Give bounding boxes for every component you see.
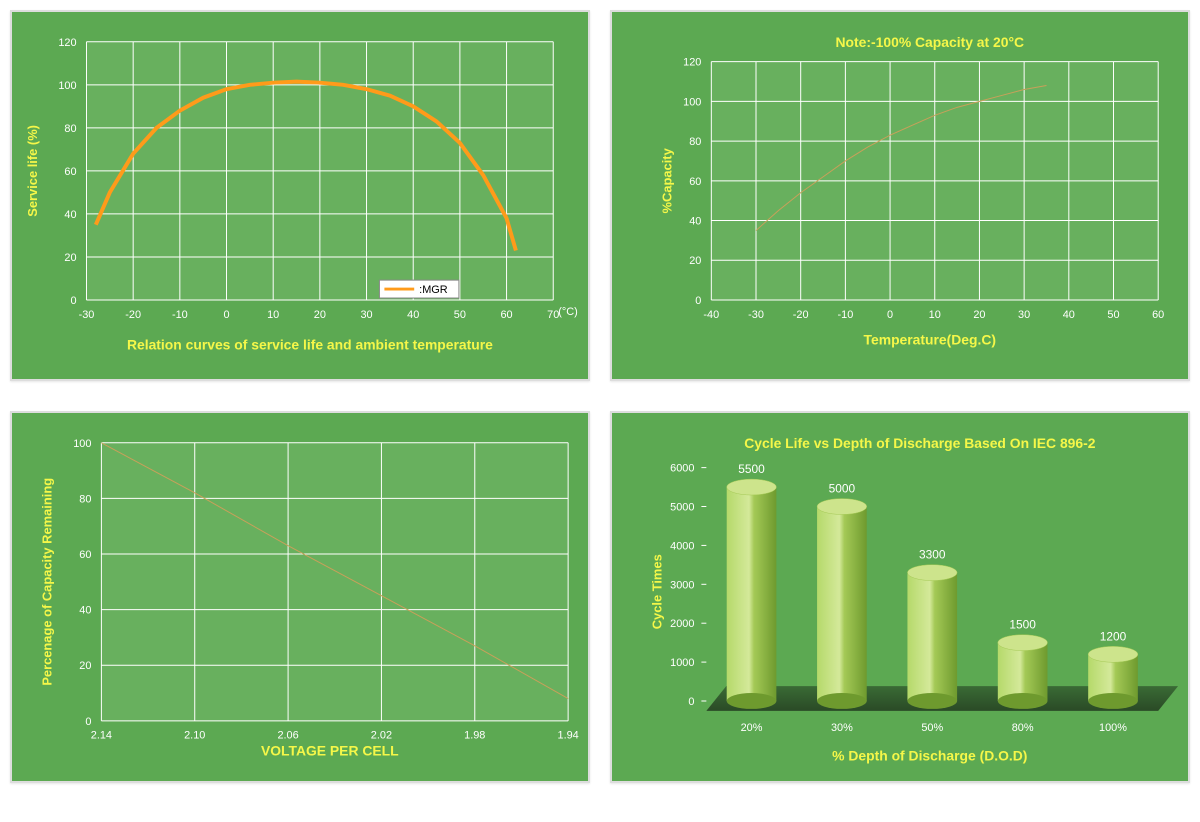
svg-text:100%: 100% <box>1099 722 1127 734</box>
svg-text:5500: 5500 <box>738 463 765 477</box>
svg-text:50: 50 <box>1107 309 1119 321</box>
svg-text:1200: 1200 <box>1100 630 1127 644</box>
svg-text:30%: 30% <box>831 722 853 734</box>
svg-text:100: 100 <box>58 80 76 92</box>
svg-text:2.06: 2.06 <box>277 730 298 742</box>
svg-text:-30: -30 <box>79 309 95 321</box>
svg-text:20: 20 <box>973 309 985 321</box>
svg-text:5000: 5000 <box>670 502 694 514</box>
svg-text:6000: 6000 <box>670 463 694 475</box>
svg-text:2.10: 2.10 <box>184 730 205 742</box>
svg-text:40: 40 <box>407 309 419 321</box>
svg-text:-10: -10 <box>837 309 853 321</box>
svg-text:5000: 5000 <box>829 482 856 496</box>
chart-service-life-vs-temperature: :MGR -30-20-10010203040506070 0204060801… <box>10 10 590 381</box>
svg-text:2.02: 2.02 <box>371 730 392 742</box>
svg-text:40: 40 <box>689 216 701 228</box>
svg-text:60: 60 <box>64 166 76 178</box>
svg-text:30: 30 <box>360 309 372 321</box>
svg-text:40: 40 <box>79 605 91 617</box>
svg-text:40: 40 <box>1063 309 1075 321</box>
svg-text:20: 20 <box>79 661 91 673</box>
chart1-xunit: (°C) <box>558 306 578 318</box>
svg-text:10: 10 <box>929 309 941 321</box>
svg-text:80%: 80% <box>1012 722 1034 734</box>
chart2-title: Note:-100% Capacity at 20°C <box>836 34 1025 50</box>
svg-text:1.98: 1.98 <box>464 730 485 742</box>
svg-text:-10: -10 <box>172 309 188 321</box>
svg-text:3300: 3300 <box>919 548 946 562</box>
svg-text:4000: 4000 <box>670 541 694 553</box>
svg-text:1.94: 1.94 <box>558 730 579 742</box>
chart4-svg: Cycle Life vs Depth of Discharge Based O… <box>612 413 1188 780</box>
svg-text:80: 80 <box>64 123 76 135</box>
svg-text:0: 0 <box>695 295 701 307</box>
chart2-svg: Note:-100% Capacity at 20°C -40 -30 -20 -10… <box>612 12 1188 379</box>
svg-text:80: 80 <box>689 136 701 148</box>
chart1-legend: :MGR <box>379 280 458 298</box>
svg-text:60: 60 <box>500 309 512 321</box>
chart-capacity-vs-temperature: Note:-100% Capacity at 20°C -40 -30 -20 -10… <box>610 10 1190 381</box>
svg-text:30: 30 <box>1018 309 1030 321</box>
svg-text:-40: -40 <box>703 309 719 321</box>
svg-text:60: 60 <box>1152 309 1164 321</box>
chart4-title: Cycle Life vs Depth of Discharge Based O… <box>744 435 1096 451</box>
svg-text:120: 120 <box>683 57 701 69</box>
chart3-xlabel: VOLTAGE PER CELL <box>261 743 399 759</box>
svg-text:20%: 20% <box>741 722 763 734</box>
svg-text:40: 40 <box>64 209 76 221</box>
svg-text:20: 20 <box>314 309 326 321</box>
svg-text:1500: 1500 <box>1009 618 1036 632</box>
svg-text:100: 100 <box>73 438 91 450</box>
svg-text:60: 60 <box>689 176 701 188</box>
svg-text:0: 0 <box>85 716 91 728</box>
svg-text:80: 80 <box>79 494 91 506</box>
chart3-svg: 2.14 2.10 2.06 2.02 1.98 1.94 0 20 40 60 80 100 Pe… <box>12 413 588 780</box>
chart1-title: Relation curves of service life and ambi… <box>127 337 493 353</box>
svg-text:100: 100 <box>683 96 701 108</box>
svg-text:0: 0 <box>887 309 893 321</box>
chart4-ylabel: Cycle Times <box>650 555 665 630</box>
svg-text:60: 60 <box>79 549 91 561</box>
svg-text:20: 20 <box>64 252 76 264</box>
svg-text:0: 0 <box>688 696 694 708</box>
chart3-ylabel: Percenage of Capacity Remaining <box>40 478 55 686</box>
svg-text:2.14: 2.14 <box>91 730 112 742</box>
svg-text:3000: 3000 <box>670 580 694 592</box>
svg-text:50%: 50% <box>921 722 943 734</box>
chart4-xlabel: % Depth of Discharge (D.O.D) <box>832 748 1027 764</box>
svg-text:2000: 2000 <box>670 619 694 631</box>
svg-text:-30: -30 <box>748 309 764 321</box>
svg-text:0: 0 <box>223 309 229 321</box>
svg-text:20: 20 <box>689 255 701 267</box>
svg-text:50: 50 <box>454 309 466 321</box>
svg-text:-20: -20 <box>125 309 141 321</box>
chart1-svg: :MGR -30-20-10010203040506070 0204060801… <box>12 12 588 379</box>
svg-text:0: 0 <box>70 295 76 307</box>
svg-text:120: 120 <box>58 37 76 49</box>
chart2-ylabel: %Capacity <box>660 147 675 213</box>
svg-text:-20: -20 <box>793 309 809 321</box>
chart-cycle-life-vs-dod: Cycle Life vs Depth of Discharge Based O… <box>610 411 1190 782</box>
chart-capacity-vs-voltage: 2.14 2.10 2.06 2.02 1.98 1.94 0 20 40 60 80 100 Pe… <box>10 411 590 782</box>
svg-text:10: 10 <box>267 309 279 321</box>
chart2-xlabel: Temperature(Deg.C) <box>864 332 997 348</box>
svg-text:1000: 1000 <box>670 658 694 670</box>
legend-label: :MGR <box>419 284 448 296</box>
chart1-ylabel: Service life (%) <box>25 125 40 217</box>
